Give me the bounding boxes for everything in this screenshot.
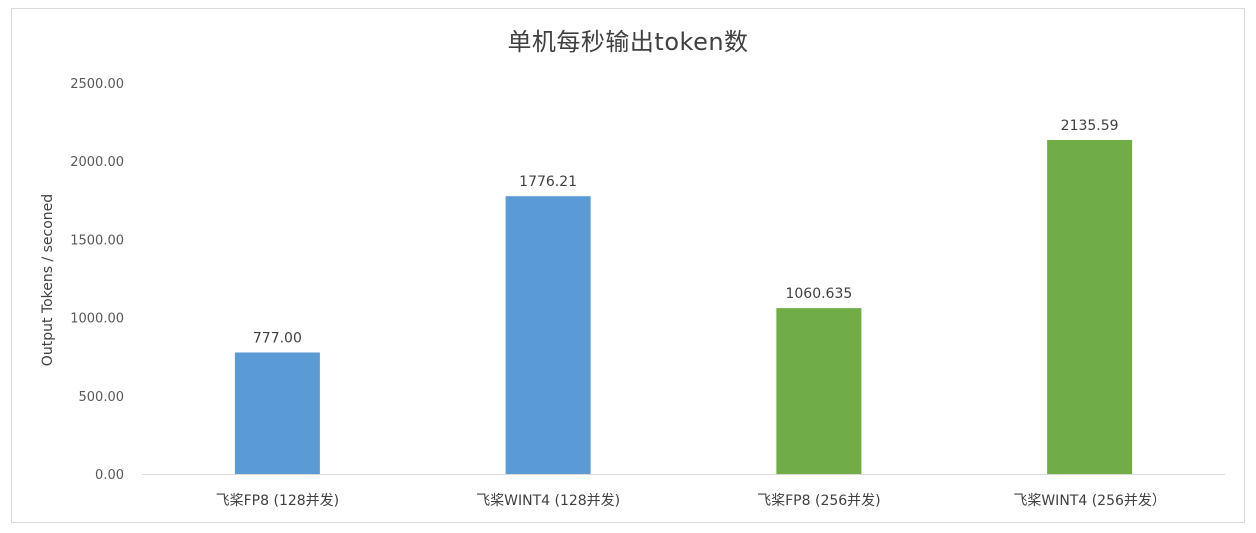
y-tick-label: 0.00 xyxy=(95,468,124,483)
category-label: 飞桨WINT4 (256并发） xyxy=(1013,492,1166,509)
category-label: 飞桨FP8 (128并发) xyxy=(216,492,340,509)
data-label: 777.00 xyxy=(253,330,302,346)
bar xyxy=(505,196,591,475)
data-label: 1776.21 xyxy=(519,174,577,190)
data-label: 2135.59 xyxy=(1061,118,1119,134)
bars xyxy=(234,139,1133,475)
chart-title: 单机每秒输出token数 xyxy=(507,28,749,56)
y-tick-label: 500.00 xyxy=(79,390,125,405)
data-label: 1060.635 xyxy=(785,286,852,302)
y-axis-ticks: 0.00 500.00 1000.00 1500.00 2000.00 2500.00 xyxy=(70,77,124,483)
y-tick-label: 2000.00 xyxy=(70,155,124,170)
bar xyxy=(1047,139,1133,475)
category-labels: 飞桨FP8 (128并发) 飞桨WINT4 (128并发) 飞桨FP8 (256并发… xyxy=(216,492,1166,509)
y-tick-label: 1000.00 xyxy=(70,312,124,327)
chart-frame xyxy=(11,8,1245,523)
category-label: 飞桨FP8 (256并发) xyxy=(757,492,881,509)
y-tick-label: 1500.00 xyxy=(70,233,124,248)
bar xyxy=(776,308,862,474)
data-labels: 777.00 1776.21 1060.635 2135.59 xyxy=(253,118,1119,346)
y-tick-label: 2500.00 xyxy=(70,77,124,92)
bar xyxy=(234,352,320,474)
category-label: 飞桨WINT4 (128并发) xyxy=(476,492,620,509)
